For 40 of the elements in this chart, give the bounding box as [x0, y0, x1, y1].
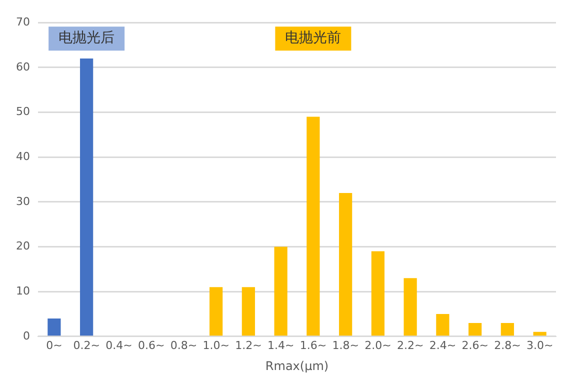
bar: [242, 287, 255, 336]
bar: [533, 332, 546, 336]
x-tick-label: 0~: [46, 338, 62, 352]
x-tick-label: 2.2~: [396, 338, 424, 352]
bar: [339, 192, 352, 336]
bar: [500, 322, 514, 336]
x-tick-label: 2.4~: [429, 338, 456, 352]
bar: [274, 246, 288, 336]
y-tick-label: 60: [16, 60, 30, 74]
x-tick-label: 0.6~: [138, 338, 165, 352]
bar: [306, 116, 320, 336]
bar: [371, 251, 384, 336]
x-tick-label: 1.6~: [300, 338, 327, 352]
x-tick-label: 2.6~: [462, 338, 488, 352]
x-axis-title: Rmax(μm): [265, 358, 329, 373]
x-tick-label: 1.8~: [332, 338, 359, 352]
x-tick-label: 2.8~: [494, 338, 521, 352]
bar: [436, 314, 450, 336]
series-label: 电抛光后: [58, 30, 115, 46]
y-tick-label: 50: [16, 105, 30, 118]
y-tick-label: 10: [16, 284, 30, 298]
text: 电抛光前: [285, 30, 342, 46]
x-tick-label: 0.4~: [106, 338, 132, 352]
x-tick-label: 0.8~: [170, 338, 198, 352]
x-tick-label: 1.0~: [202, 338, 230, 352]
y-tick-label: 40: [16, 150, 30, 163]
x-tick-label: 0.2~: [73, 338, 100, 352]
y-tick-label: 20: [16, 240, 30, 253]
y-tick-label: 70: [16, 15, 30, 28]
bar: [80, 58, 94, 336]
y-tick-label: 0: [22, 329, 30, 342]
x-tick-label: 1.4~: [267, 338, 294, 352]
x-tick-label: 2.0~: [364, 338, 392, 352]
bar: [404, 278, 417, 336]
x-tick-label: 3.0~: [526, 338, 554, 352]
bar: [48, 318, 61, 336]
bar: [210, 287, 223, 336]
x-tick-label: 1.2~: [235, 338, 262, 352]
y-tick-label: 30: [16, 194, 30, 208]
bar: [468, 322, 482, 336]
